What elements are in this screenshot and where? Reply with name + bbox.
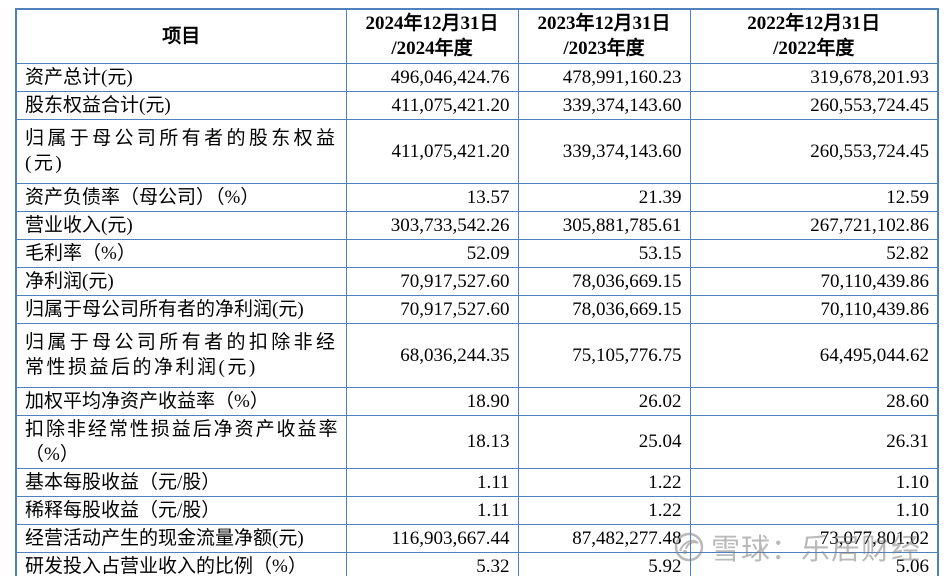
- cell-value-2024: 70,917,527.60: [345, 266, 519, 296]
- cell-value-2024: 411,075,421.20: [345, 118, 519, 184]
- row-label: 资产总计(元): [15, 62, 347, 92]
- cell-value-2022: 70,110,439.86: [689, 266, 939, 296]
- cell-value-2023: 53.15: [517, 238, 691, 268]
- table-row: 归属于母公司所有者的扣除非经常性损益后的净利润(元) 68,036,244.35…: [15, 322, 939, 388]
- row-label: 净利润(元): [15, 266, 347, 296]
- column-header-item: 项目: [15, 8, 347, 64]
- cell-value-2023: 478,991,160.23: [517, 62, 691, 92]
- table-row: 股东权益合计(元) 411,075,421.20 339,374,143.60 …: [15, 90, 939, 120]
- cell-value-2023: 78,036,669.15: [517, 266, 691, 296]
- cell-value-2022: 70,110,439.86: [689, 294, 939, 324]
- cell-value-2023: 1.22: [517, 467, 691, 497]
- cell-value-2024: 1.11: [345, 495, 519, 525]
- table-row: 经营活动产生的现金流量净额(元) 116,903,667.44 87,482,2…: [15, 523, 939, 553]
- table-row: 扣除非经常性损益后净资产收益率（%） 18.13 25.04 26.31: [15, 414, 939, 469]
- cell-value-2024: 13.57: [345, 182, 519, 212]
- cell-value-2023: 26.02: [517, 386, 691, 416]
- cell-value-2023: 87,482,277.48: [517, 523, 691, 553]
- row-label: 资产负债率（母公司）（%）: [15, 182, 347, 212]
- cell-value-2024: 18.13: [345, 414, 519, 469]
- cell-value-2023: 21.39: [517, 182, 691, 212]
- row-label: 股东权益合计(元): [15, 90, 347, 120]
- row-label: 稀释每股收益（元/股）: [15, 495, 347, 525]
- row-label: 营业收入(元): [15, 210, 347, 240]
- cell-value-2024: 303,733,542.26: [345, 210, 519, 240]
- cell-value-2024: 18.90: [345, 386, 519, 416]
- table-row: 净利润(元) 70,917,527.60 78,036,669.15 70,11…: [15, 266, 939, 296]
- cell-value-2022: 73,077,801.02: [689, 523, 939, 553]
- cell-value-2022: 1.10: [689, 467, 939, 497]
- table-header-row: 项目 2024年12月31日/2024年度 2023年12月31日/2023年度…: [15, 8, 939, 64]
- row-label: 归属于母公司所有者的扣除非经常性损益后的净利润(元): [15, 322, 347, 388]
- cell-value-2023: 25.04: [517, 414, 691, 469]
- cell-value-2023: 305,881,785.61: [517, 210, 691, 240]
- row-label: 基本每股收益（元/股）: [15, 467, 347, 497]
- cell-value-2022: 52.82: [689, 238, 939, 268]
- table-row: 营业收入(元) 303,733,542.26 305,881,785.61 26…: [15, 210, 939, 240]
- cell-value-2024: 1.11: [345, 467, 519, 497]
- cell-value-2022: 12.59: [689, 182, 939, 212]
- cell-value-2024: 5.32: [345, 551, 519, 576]
- cell-value-2022: 260,553,724.45: [689, 118, 939, 184]
- row-label: 经营活动产生的现金流量净额(元): [15, 523, 347, 553]
- column-header-2023: 2023年12月31日/2023年度: [517, 8, 691, 64]
- table-row: 加权平均净资产收益率（%） 18.90 26.02 28.60: [15, 386, 939, 416]
- table-row: 归属于母公司所有者的净利润(元) 70,917,527.60 78,036,66…: [15, 294, 939, 324]
- table-row: 资产负债率（母公司）（%） 13.57 21.39 12.59: [15, 182, 939, 212]
- table-row: 归属于母公司所有者的股东权益(元) 411,075,421.20 339,374…: [15, 118, 939, 184]
- column-header-2022: 2022年12月31日/2022年度: [689, 8, 939, 64]
- cell-value-2024: 52.09: [345, 238, 519, 268]
- cell-value-2022: 260,553,724.45: [689, 90, 939, 120]
- cell-value-2024: 496,046,424.76: [345, 62, 519, 92]
- cell-value-2022: 1.10: [689, 495, 939, 525]
- cell-value-2022: 5.06: [689, 551, 939, 576]
- table-row: 研发投入占营业收入的比例（%） 5.32 5.92 5.06: [15, 551, 939, 576]
- table-row: 基本每股收益（元/股） 1.11 1.22 1.10: [15, 467, 939, 497]
- cell-value-2022: 319,678,201.93: [689, 62, 939, 92]
- financial-summary-table: 项目 2024年12月31日/2024年度 2023年12月31日/2023年度…: [15, 8, 939, 576]
- cell-value-2024: 68,036,244.35: [345, 322, 519, 388]
- row-label: 研发投入占营业收入的比例（%）: [15, 551, 347, 576]
- cell-value-2023: 5.92: [517, 551, 691, 576]
- cell-value-2024: 116,903,667.44: [345, 523, 519, 553]
- cell-value-2022: 26.31: [689, 414, 939, 469]
- cell-value-2023: 339,374,143.60: [517, 118, 691, 184]
- cell-value-2024: 70,917,527.60: [345, 294, 519, 324]
- column-header-label: 项目: [162, 25, 201, 47]
- row-label: 归属于母公司所有者的净利润(元): [15, 294, 347, 324]
- cell-value-2022: 64,495,044.62: [689, 322, 939, 388]
- cell-value-2023: 75,105,776.75: [517, 322, 691, 388]
- cell-value-2023: 339,374,143.60: [517, 90, 691, 120]
- row-label: 毛利率（%）: [15, 238, 347, 268]
- cell-value-2023: 1.22: [517, 495, 691, 525]
- table-row: 毛利率（%） 52.09 53.15 52.82: [15, 238, 939, 268]
- row-label: 归属于母公司所有者的股东权益(元): [15, 118, 347, 184]
- cell-value-2022: 28.60: [689, 386, 939, 416]
- column-header-2024: 2024年12月31日/2024年度: [345, 8, 519, 64]
- table-row: 资产总计(元) 496,046,424.76 478,991,160.23 31…: [15, 62, 939, 92]
- cell-value-2024: 411,075,421.20: [345, 90, 519, 120]
- row-label: 扣除非经常性损益后净资产收益率（%）: [15, 414, 347, 469]
- cell-value-2022: 267,721,102.86: [689, 210, 939, 240]
- table-row: 稀释每股收益（元/股） 1.11 1.22 1.10: [15, 495, 939, 525]
- cell-value-2023: 78,036,669.15: [517, 294, 691, 324]
- row-label: 加权平均净资产收益率（%）: [15, 386, 347, 416]
